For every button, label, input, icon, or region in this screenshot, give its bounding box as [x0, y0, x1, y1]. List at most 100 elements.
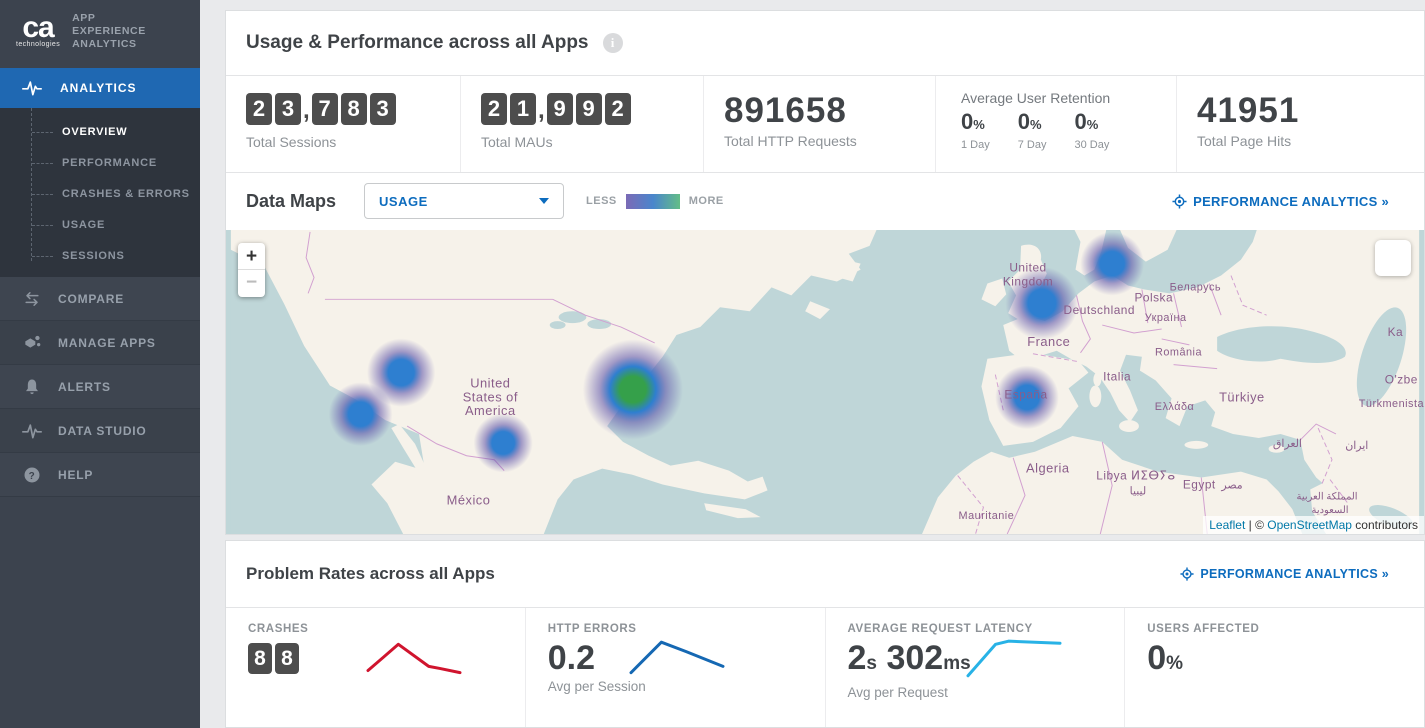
- target-icon: [1180, 567, 1194, 581]
- svg-text:Mauritanie: Mauritanie: [959, 510, 1015, 522]
- leaflet-link[interactable]: Leaflet: [1209, 518, 1246, 532]
- compare-arrows-icon: [25, 291, 39, 306]
- zoom-out-button[interactable]: −: [245, 272, 258, 293]
- legend-less-label: LESS: [586, 195, 617, 207]
- svg-text:United: United: [470, 375, 510, 390]
- stat-label: Total HTTP Requests: [724, 133, 857, 149]
- svg-text:Deutschland: Deutschland: [1064, 303, 1135, 317]
- map-heat-points: [328, 231, 1145, 473]
- stat-http-requests: 891658 Total HTTP Requests: [704, 76, 936, 172]
- sidebar-nav: COMPARE MANAGE APPS ALERTS DATA STUDIO: [0, 277, 200, 497]
- sidebar-item-label: ANALYTICS: [60, 81, 137, 95]
- heat-legend-bar: [625, 193, 680, 209]
- sidebar-item-label: HELP: [58, 467, 94, 482]
- map-zoom-control: + −: [238, 243, 265, 297]
- http-errors-sparkline: [629, 640, 725, 675]
- legend-more-label: MORE: [688, 195, 724, 207]
- help-icon: ?: [24, 467, 40, 482]
- sidebar-item-label: ALERTS: [58, 379, 111, 394]
- retention-7day: 0% 7 Day: [1017, 109, 1047, 152]
- target-icon: [1172, 193, 1187, 209]
- stat-value: 41951: [1197, 91, 1300, 130]
- svg-text:العراق: العراق: [1273, 438, 1302, 450]
- sidebar-item-label: MANAGE APPS: [58, 335, 156, 350]
- sidebar-item-data-studio[interactable]: DATA STUDIO: [0, 409, 200, 453]
- metric-users-affected: USERS AFFECTED 0%: [1147, 623, 1260, 677]
- sidebar-item-manage-apps[interactable]: MANAGE APPS: [0, 321, 200, 365]
- sidebar-item-help[interactable]: ? HELP: [0, 453, 200, 497]
- metric-http-errors: HTTP ERRORS 0.2 Avg per Session: [526, 608, 826, 727]
- stat-label: Total Page Hits: [1197, 133, 1292, 149]
- sidebar-item-analytics[interactable]: ANALYTICS: [0, 68, 200, 108]
- map-borders: [305, 231, 1349, 534]
- performance-analytics-link[interactable]: PERFORMANCE ANALYTICS »: [1172, 194, 1389, 209]
- svg-text:ليبيا: ليبيا: [1130, 485, 1146, 497]
- subnav-item-crashes-errors[interactable]: CRASHES & ERRORS: [0, 179, 200, 210]
- data-maps-toolbar: Data Maps USAGE LESS MORE PERFORMANCE AN…: [226, 173, 1424, 229]
- svg-text:Algeria: Algeria: [1026, 461, 1070, 476]
- panel-title: Usage & Performance across all Apps: [246, 32, 589, 53]
- world-map[interactable]: United States of America México United Kingdo…: [226, 230, 1424, 534]
- sidebar-item-compare[interactable]: COMPARE: [0, 277, 200, 321]
- dropdown-selected-value: USAGE: [379, 193, 428, 209]
- stat-page-hits: 41951 Total Page Hits: [1177, 76, 1424, 172]
- subnav-item-overview[interactable]: OVERVIEW: [0, 117, 200, 148]
- app-logo: ca technologies APP EXPERIENCE ANALYTICS: [0, 0, 200, 62]
- apps-cubes-icon: [25, 335, 41, 348]
- osm-link[interactable]: OpenStreetMap: [1267, 518, 1352, 532]
- product-name: APP EXPERIENCE ANALYTICS: [72, 11, 146, 50]
- subnav-item-performance[interactable]: PERFORMANCE: [0, 148, 200, 179]
- svg-text:España: España: [1004, 387, 1047, 401]
- panel-title: Problem Rates across all Apps: [246, 564, 495, 583]
- latency-sparkline: [966, 639, 1061, 678]
- svg-text:Ελλάδα: Ελλάδα: [1155, 401, 1195, 413]
- subnav-item-usage[interactable]: USAGE: [0, 210, 200, 241]
- map-layers-button[interactable]: [1375, 240, 1411, 276]
- svg-text:México: México: [447, 492, 491, 507]
- svg-text:România: România: [1155, 347, 1202, 359]
- analytics-subnav: OVERVIEW PERFORMANCE CRASHES & ERRORS US…: [0, 108, 200, 277]
- svg-text:Egypt: Egypt: [1183, 477, 1216, 491]
- svg-text:Libya ⵍⵉⴱⵢⴰ: Libya ⵍⵉⴱⵢⴰ: [1096, 469, 1175, 483]
- stat-user-retention: Average User Retention 0% 1 Day 0% 7 Day…: [936, 76, 1177, 172]
- svg-text:Polska: Polska: [1134, 290, 1173, 304]
- performance-analytics-link[interactable]: PERFORMANCE ANALYTICS »: [1180, 567, 1389, 581]
- svg-text:Italia: Italia: [1103, 370, 1131, 384]
- crashes-sparkline: [366, 642, 462, 675]
- svg-text:States of: States of: [463, 389, 518, 404]
- svg-text:Türkiye: Türkiye: [1219, 389, 1265, 404]
- heat-legend: LESS MORE: [586, 193, 724, 209]
- data-maps-title: Data Maps: [246, 190, 337, 211]
- usage-panel-header: Usage & Performance across all Apps i: [226, 11, 1424, 76]
- info-icon[interactable]: i: [602, 33, 623, 53]
- problem-panel-header: Problem Rates across all Apps PERFORMANC…: [226, 541, 1424, 608]
- subnav-item-sessions[interactable]: SESSIONS: [0, 241, 200, 272]
- sidebar-item-alerts[interactable]: ALERTS: [0, 365, 200, 409]
- svg-text:مصر: مصر: [1220, 479, 1242, 491]
- pulse-icon: [22, 81, 42, 96]
- sidebar-item-label: COMPARE: [58, 291, 125, 306]
- sidebar: ca technologies APP EXPERIENCE ANALYTICS…: [0, 0, 200, 728]
- data-maps-dropdown[interactable]: USAGE: [364, 183, 565, 219]
- zoom-in-button[interactable]: +: [238, 243, 265, 270]
- svg-text:?: ?: [29, 470, 36, 481]
- svg-text:United: United: [1009, 261, 1046, 275]
- svg-text:O'zbe: O'zbe: [1385, 372, 1418, 386]
- svg-text:America: America: [465, 403, 516, 418]
- pulse-icon: [22, 423, 42, 438]
- problem-rates-panel: Problem Rates across all Apps PERFORMANC…: [225, 540, 1425, 728]
- retention-1day: 0% 1 Day: [961, 109, 990, 152]
- retention-title: Average User Retention: [961, 90, 1111, 106]
- stat-label: Total Sessions: [246, 134, 337, 150]
- stat-value: 891658: [724, 91, 847, 130]
